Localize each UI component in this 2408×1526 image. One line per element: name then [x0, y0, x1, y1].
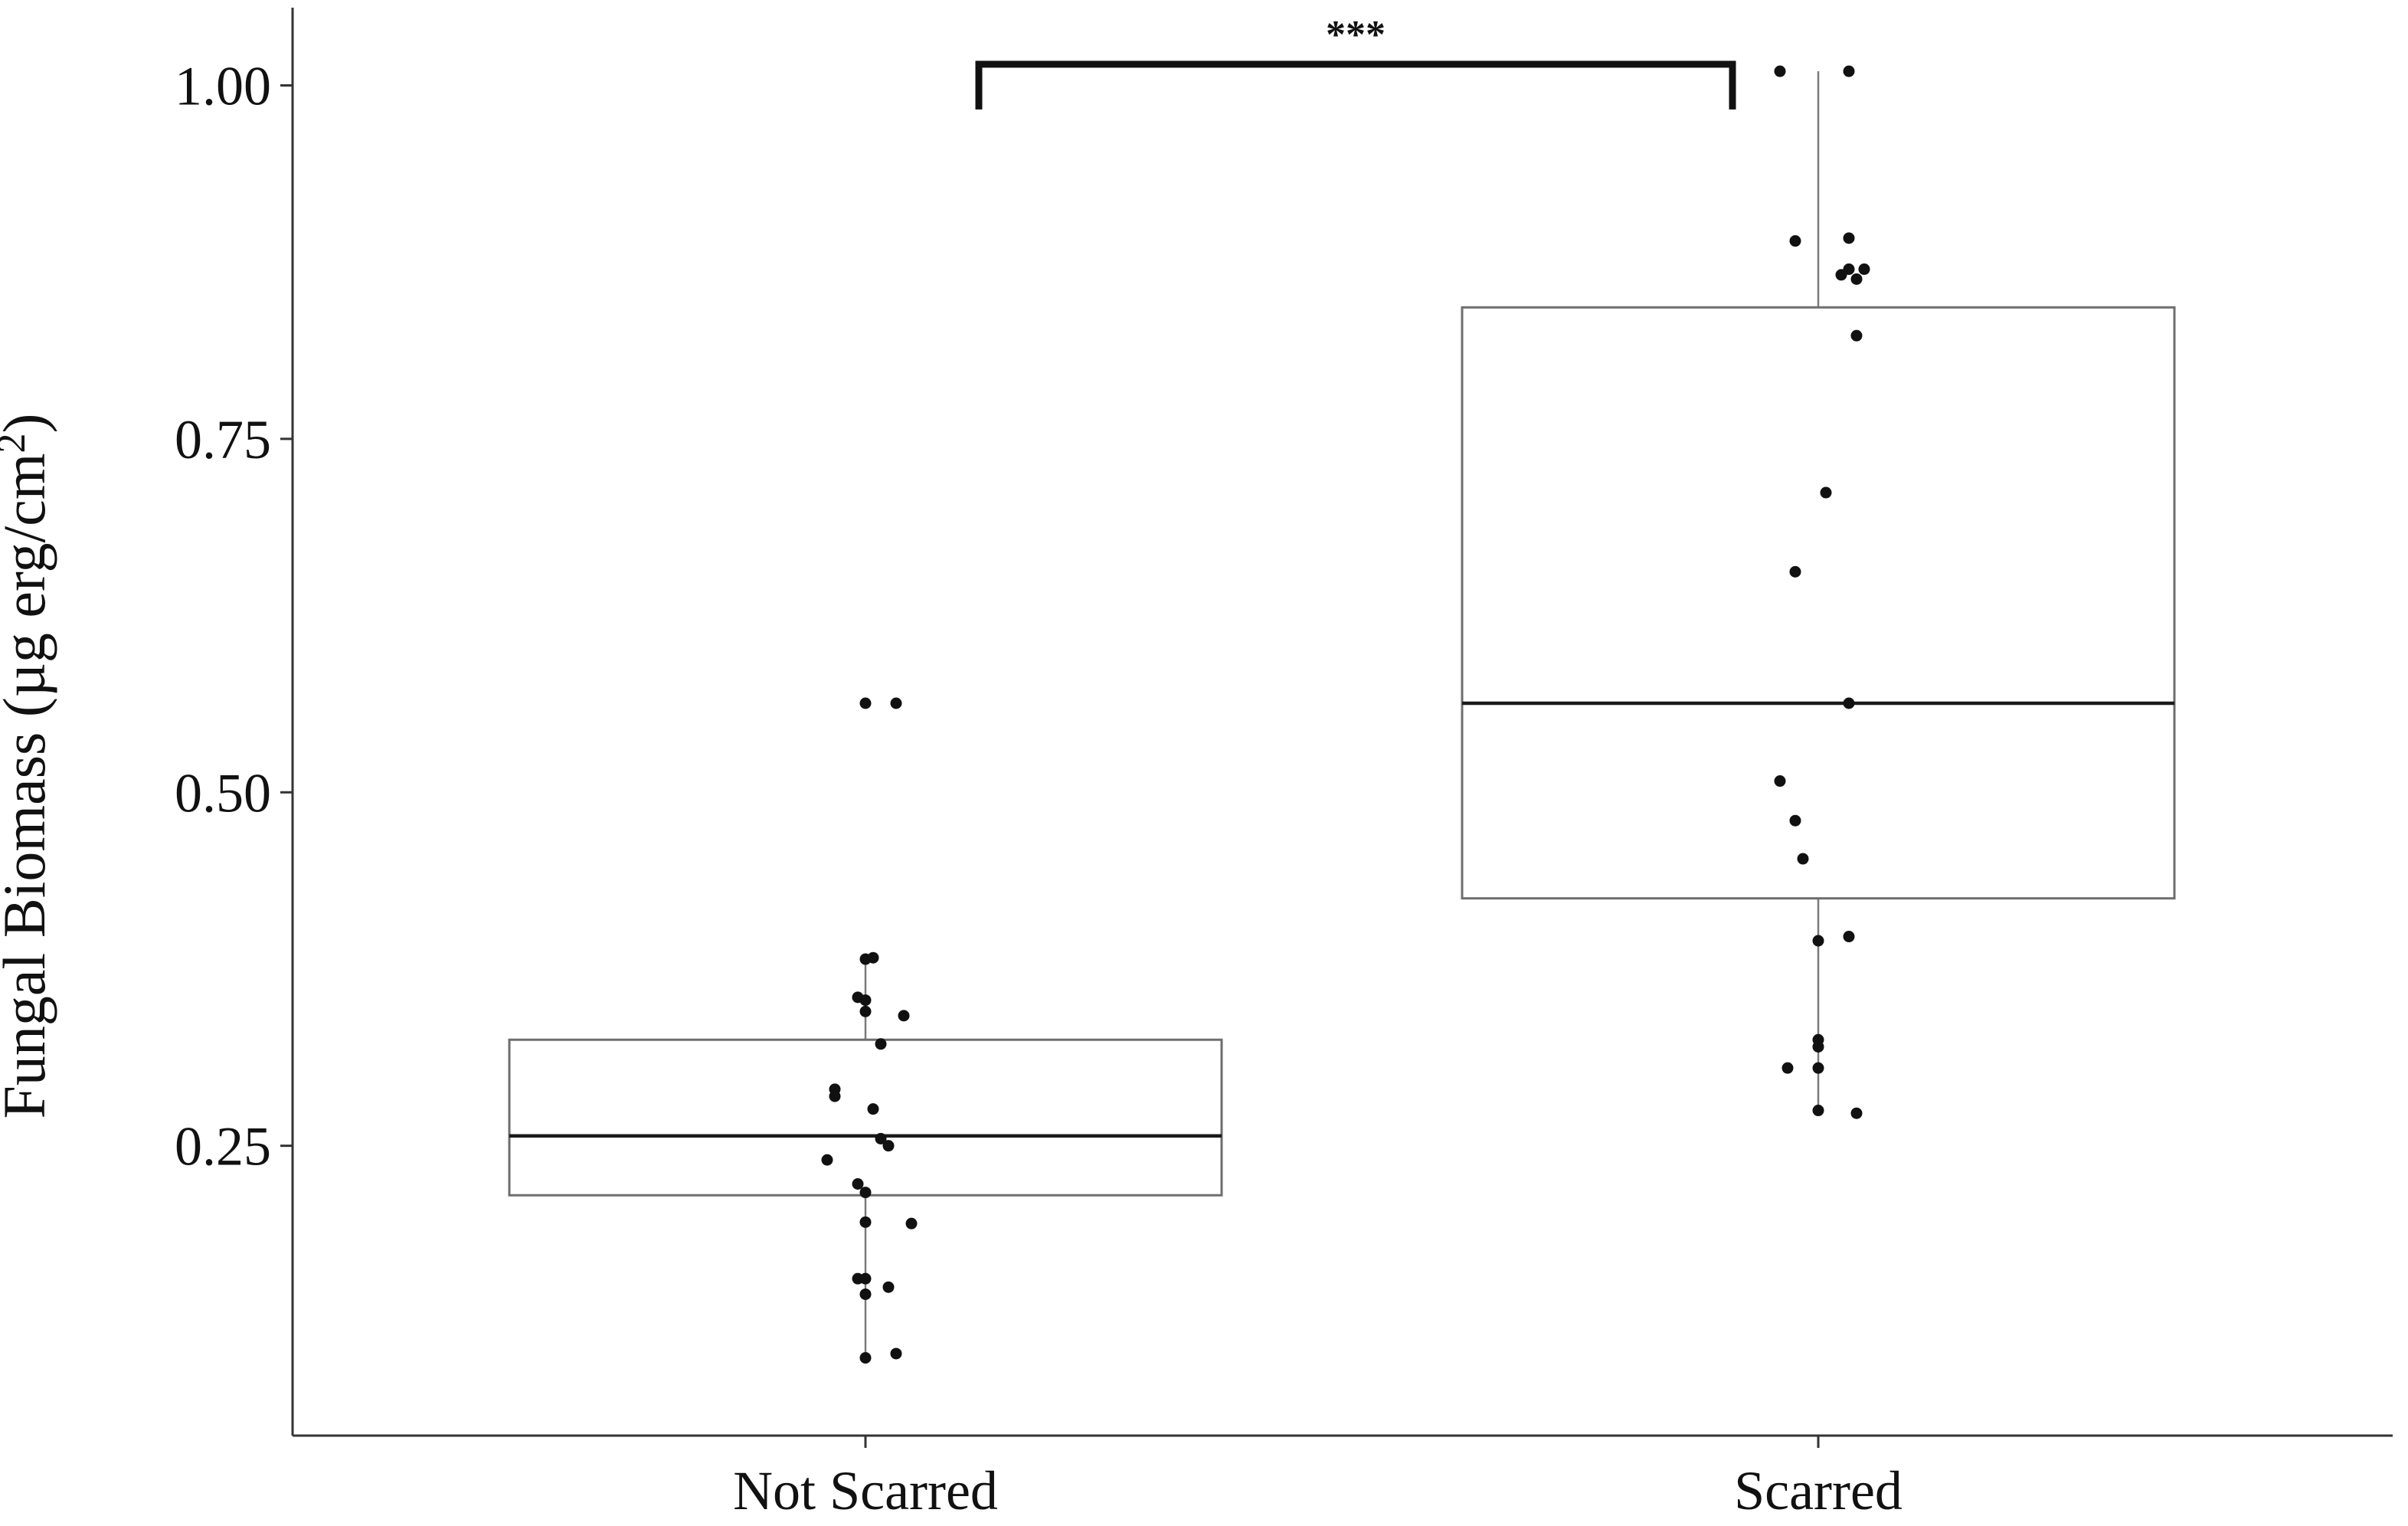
- data-point: [1850, 1107, 1863, 1119]
- data-point: [1781, 1062, 1794, 1074]
- data-point: [882, 1281, 895, 1293]
- data-point: [1789, 565, 1801, 578]
- jitter-points: [821, 65, 1870, 1364]
- box-iqr: [508, 1038, 1223, 1197]
- box-scarred: [1461, 71, 2176, 1111]
- y-tick-label: 0.75: [175, 409, 271, 470]
- data-point: [890, 1348, 902, 1360]
- data-point: [1843, 65, 1855, 77]
- data-point: [1812, 1105, 1824, 1117]
- data-point: [859, 994, 872, 1007]
- data-point: [898, 1010, 910, 1022]
- y-tick-label: 0.50: [175, 762, 271, 824]
- data-point: [821, 1154, 833, 1166]
- data-point: [1812, 1040, 1824, 1053]
- data-point: [859, 1005, 872, 1017]
- data-point: [1843, 697, 1855, 709]
- data-point: [882, 1140, 895, 1152]
- significance-bracket: ***: [975, 13, 1736, 110]
- data-point: [859, 1187, 872, 1199]
- data-point: [1774, 775, 1786, 788]
- data-point: [875, 1038, 887, 1050]
- data-point: [1850, 329, 1863, 342]
- data-point: [1789, 235, 1801, 247]
- data-point: [1797, 853, 1809, 865]
- x-tick-label: Scarred: [1734, 1460, 1903, 1521]
- data-point: [1820, 486, 1832, 499]
- data-point: [1843, 232, 1855, 244]
- y-axis-ticks: 0.25 0.50 0.75 1.00: [175, 56, 293, 1177]
- data-point: [890, 697, 902, 709]
- data-point: [867, 1103, 879, 1115]
- data-point: [1835, 269, 1847, 281]
- data-point: [1843, 931, 1855, 943]
- data-point: [1774, 65, 1786, 77]
- x-axis-ticks: Not Scarred Scarred: [733, 1436, 1903, 1521]
- data-point: [1858, 263, 1870, 275]
- significance-label: ***: [1326, 13, 1386, 57]
- data-point: [859, 1216, 872, 1228]
- data-point: [859, 953, 872, 965]
- data-point: [905, 1217, 918, 1230]
- data-point: [1789, 814, 1801, 827]
- data-point: [859, 697, 872, 709]
- data-point: [1812, 935, 1824, 947]
- x-tick-label: Not Scarred: [733, 1460, 998, 1521]
- plot-area: 0.25 0.50 0.75 1.00 Not Scarred Scarred ***: [175, 8, 2393, 1521]
- data-point: [829, 1090, 841, 1102]
- data-point: [875, 1132, 887, 1144]
- data-point: [859, 1288, 872, 1300]
- data-point: [859, 1272, 872, 1285]
- y-axis-title: Fungal Biomass (µg erg/cm2): [0, 414, 57, 1119]
- box-series: [508, 71, 2176, 1358]
- data-point: [859, 1351, 872, 1364]
- data-point: [852, 1177, 864, 1190]
- y-tick-label: 0.25: [175, 1116, 271, 1177]
- data-point: [1812, 1062, 1824, 1074]
- bracket-line: [975, 61, 1736, 110]
- data-point: [1850, 273, 1863, 285]
- y-tick-label: 1.00: [175, 56, 271, 117]
- box-iqr: [1461, 306, 2176, 900]
